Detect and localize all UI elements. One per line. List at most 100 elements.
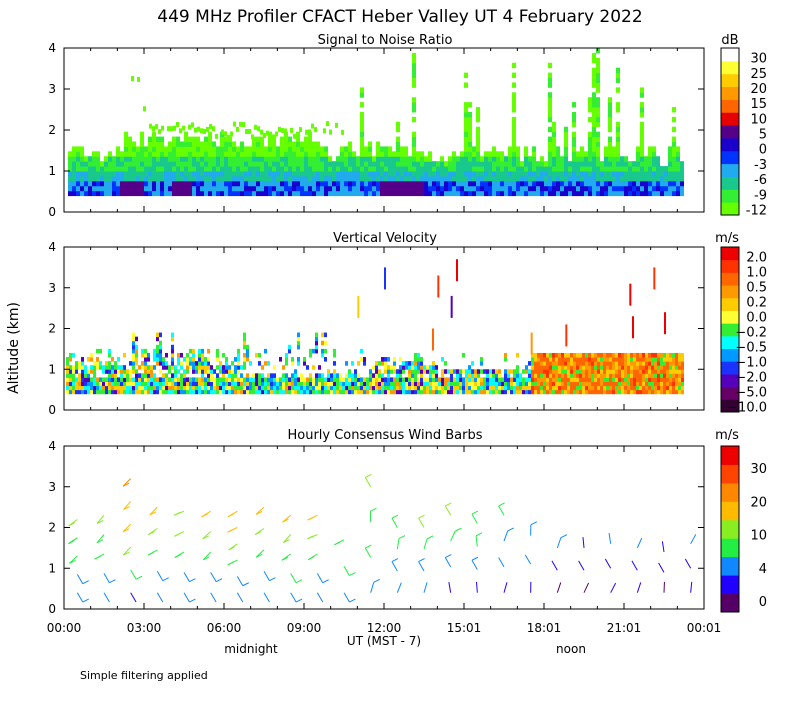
snr-cell xyxy=(312,151,316,156)
snr-cell xyxy=(524,186,528,191)
vv-cell xyxy=(648,361,651,366)
vv-cell xyxy=(588,357,591,362)
snr-cell xyxy=(92,151,96,156)
colorbar-label: 0.2 xyxy=(746,296,767,311)
snr-cell xyxy=(536,176,540,181)
vv-cell xyxy=(66,369,69,374)
vv-cell xyxy=(384,361,387,366)
snr-cell xyxy=(204,137,208,142)
vv-cell xyxy=(645,381,648,386)
vv-cell xyxy=(285,377,288,382)
vv-cell xyxy=(342,390,345,395)
snr-cell xyxy=(676,171,680,176)
vv-cell xyxy=(222,365,225,370)
snr-cell xyxy=(476,137,480,142)
vv-cell xyxy=(168,369,171,374)
vv-cell xyxy=(201,381,204,386)
vv-cell xyxy=(426,390,429,395)
vv-cell xyxy=(204,390,207,395)
colorbar-swatch xyxy=(721,483,739,502)
vv-cell xyxy=(345,373,348,378)
vv-cell xyxy=(567,357,570,362)
snr-cell xyxy=(672,137,676,142)
wind-barb xyxy=(203,552,210,560)
snr-cell xyxy=(88,176,92,181)
snr-cell xyxy=(624,171,628,176)
vv-cell xyxy=(579,381,582,386)
vv-cell xyxy=(237,386,240,391)
snr-cell xyxy=(540,191,544,196)
vv-cell xyxy=(660,369,663,374)
snr-cell xyxy=(488,176,492,181)
vv-cell xyxy=(615,390,618,395)
vv-cell xyxy=(669,361,672,366)
snr-cell xyxy=(476,132,480,137)
vv-cell xyxy=(540,381,543,386)
snr-cell xyxy=(460,156,464,161)
vv-cell xyxy=(600,353,603,358)
vv-cell xyxy=(336,377,339,382)
snr-cell xyxy=(472,191,476,196)
snr-cell xyxy=(540,166,544,171)
snr-cell xyxy=(620,166,624,171)
snr-cell xyxy=(380,171,384,176)
snr-cell xyxy=(152,141,156,146)
vv-cell xyxy=(303,390,306,395)
snr-cell xyxy=(556,186,560,191)
snr-cell xyxy=(600,176,604,181)
snr-cell xyxy=(264,151,268,156)
snr-cell xyxy=(288,171,292,176)
snr-cell xyxy=(116,166,120,171)
snr-cell xyxy=(164,181,168,186)
snr-cell xyxy=(456,186,460,191)
vv-cell xyxy=(504,386,507,391)
snr-cell xyxy=(92,186,96,191)
vv-cell xyxy=(315,349,318,354)
snr-cell xyxy=(116,171,120,176)
vv-cell xyxy=(285,357,288,362)
snr-cell xyxy=(314,127,317,132)
wind-barb-flag xyxy=(189,599,195,602)
vv-cell xyxy=(243,345,246,350)
snr-cell xyxy=(464,146,468,151)
vv-cell xyxy=(507,369,510,374)
vv-cell xyxy=(582,390,585,395)
vv-cell xyxy=(648,386,651,391)
snr-cell xyxy=(284,156,288,161)
snr-cell xyxy=(184,191,188,196)
vv-cell xyxy=(357,381,360,386)
snr-cell xyxy=(240,166,244,171)
snr-cell xyxy=(196,141,200,146)
snr-cell xyxy=(212,166,216,171)
vv-cell xyxy=(480,357,483,362)
snr-cell xyxy=(131,76,134,81)
vv-cell xyxy=(672,373,675,378)
vv-cell xyxy=(561,361,564,366)
wind-barb xyxy=(445,506,450,515)
snr-cell xyxy=(476,112,480,117)
wind-barb-flag xyxy=(308,517,314,520)
snr-cell xyxy=(158,129,161,134)
snr-cell xyxy=(275,132,278,137)
vv-cell xyxy=(618,386,621,391)
snr-cell xyxy=(672,156,676,161)
snr-cell xyxy=(468,151,472,156)
snr-cell xyxy=(480,186,484,191)
snr-cell xyxy=(92,176,96,181)
snr-cell xyxy=(508,176,512,181)
vv-cell xyxy=(540,377,543,382)
snr-cell xyxy=(221,129,224,134)
vv-cell xyxy=(156,381,159,386)
vv-cell xyxy=(369,377,372,382)
snr-cell xyxy=(161,126,164,131)
vv-cell xyxy=(246,349,249,354)
snr-cell xyxy=(504,166,508,171)
snr-cell xyxy=(580,181,584,186)
snr-cell xyxy=(348,176,352,181)
vv-cell xyxy=(210,390,213,395)
vv-cell xyxy=(372,381,375,386)
vv-cell xyxy=(510,369,513,374)
wind-barb xyxy=(365,477,370,486)
vv-cell xyxy=(144,353,147,358)
snr-cell xyxy=(532,181,536,186)
